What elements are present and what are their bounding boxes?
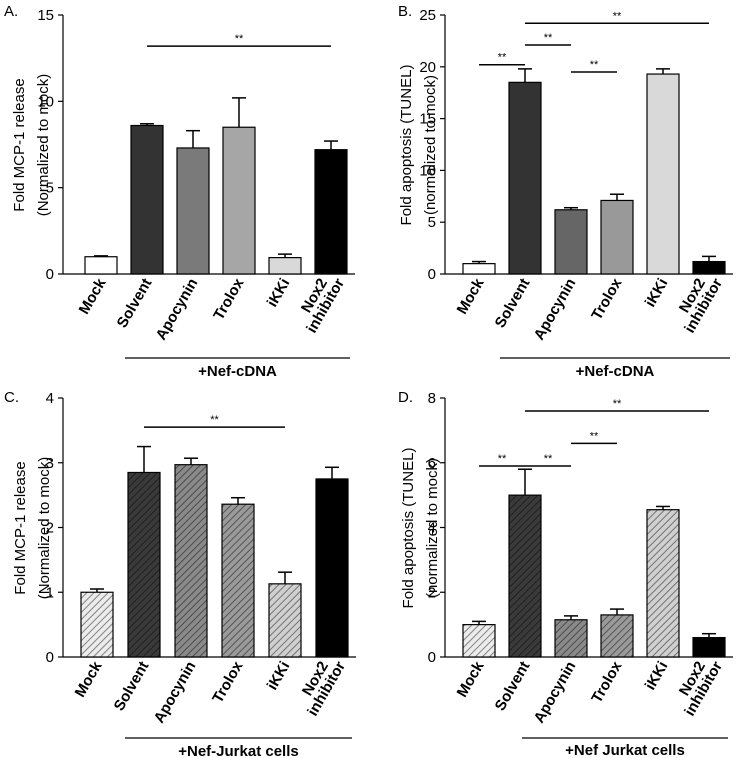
- y-tick-label: 0: [46, 649, 54, 666]
- category-label: Mock: [76, 275, 110, 317]
- y-tick-label: 5: [46, 180, 54, 197]
- category-label: iKKi: [642, 276, 672, 310]
- y-axis-label: Fold apoptosis (TUNEL): [398, 65, 415, 226]
- category-label: Apocynin: [531, 659, 580, 727]
- panel-label: B.: [398, 3, 412, 20]
- y-tick-label: 0: [428, 649, 436, 666]
- y-tick-label: 2: [428, 584, 436, 601]
- category-label: Mock: [454, 275, 488, 317]
- bar-trolox: [222, 126, 256, 275]
- significance-label: **: [498, 52, 507, 64]
- y-tick-label: 0: [428, 266, 436, 283]
- panel-label: A.: [4, 3, 18, 20]
- y-axis-label: (normalized to mock): [424, 458, 441, 598]
- bar-hatch: [555, 619, 587, 657]
- y-tick-label: 10: [37, 93, 54, 110]
- bar-hatch: [269, 583, 301, 657]
- bar-nox2-inhibitor: [692, 636, 726, 658]
- category-label: Mock: [454, 658, 488, 700]
- category-label: Mock: [72, 658, 106, 700]
- category-label: Trolox: [588, 275, 626, 323]
- y-tick-label: 15: [37, 7, 54, 24]
- y-tick-label: 4: [46, 390, 54, 407]
- chart-panel-a: A. 0 5 10 15 Fold MCP-1 release (Normalized to…: [4, 3, 355, 380]
- y-tick-label: 8: [428, 390, 436, 407]
- panel-label: C.: [4, 389, 19, 406]
- significance-label: **: [590, 59, 599, 71]
- bar-solvent: [130, 124, 164, 275]
- y-tick-label: 25: [419, 7, 436, 24]
- category-label: Trolox: [588, 658, 626, 706]
- chart-panel-c: C. 0 1 2 3 4 Fold MCP-1 release (Normalized to …: [4, 389, 356, 758]
- y-tick-label: 4: [428, 520, 436, 537]
- bar-ikki: [646, 73, 680, 275]
- bar-hatch: [222, 504, 254, 657]
- bar-mock: [462, 263, 496, 275]
- bar-solvent: [508, 81, 542, 275]
- bar-hatch: [463, 624, 495, 657]
- category-label: iKKi: [642, 659, 672, 693]
- bar-hatch: [81, 592, 113, 657]
- bar-mock: [84, 256, 118, 275]
- significance-label: **: [544, 32, 553, 44]
- category-label: Solvent: [114, 276, 156, 331]
- y-tick-label: 6: [428, 455, 436, 472]
- category-label: Apocynin: [151, 659, 200, 727]
- bar-nox2-inhibitor: [315, 478, 349, 658]
- y-axis-label: Fold MCP-1 release: [11, 78, 28, 211]
- bar-nox2-inhibitor: [692, 260, 726, 275]
- y-tick-label: 20: [419, 59, 436, 76]
- bar-ikki: [268, 256, 302, 275]
- significance-label: **: [544, 453, 553, 465]
- y-tick-label: 15: [419, 111, 436, 128]
- significance-label: **: [498, 453, 507, 465]
- significance-label: **: [613, 10, 622, 22]
- y-tick-label: 10: [419, 162, 436, 179]
- y-tick-label: 1: [46, 584, 54, 601]
- significance-label: **: [613, 398, 622, 410]
- category-label: Trolox: [210, 275, 248, 323]
- y-axis-label: (Normalized to mock): [36, 457, 53, 600]
- y-tick-label: 0: [46, 266, 54, 283]
- category-label: Trolox: [209, 658, 247, 706]
- bar-hatch: [175, 464, 207, 657]
- group-label: +Nef Jurkat cells: [565, 742, 685, 758]
- bar-hatch: [647, 509, 679, 657]
- category-label: Solvent: [492, 659, 534, 714]
- y-tick-label: 3: [46, 455, 54, 472]
- bar-hatch: [128, 472, 160, 657]
- category-label: Apocynin: [531, 276, 580, 344]
- y-tick-label: 5: [428, 214, 436, 231]
- y-axis-label: Fold MCP-1 release: [12, 461, 29, 594]
- bar-apocynin: [176, 147, 210, 275]
- category-label: Solvent: [111, 659, 153, 714]
- y-axis-label: Fold apoptosis (TUNEL): [400, 448, 417, 609]
- group-label: +Nef-Jurkat cells: [178, 743, 298, 758]
- group-label: +Nef-cDNA: [576, 363, 655, 380]
- chart-panel-b: B. 0 5 10 15 20 25 Fold apoptosis (TUNEL) (norma…: [398, 3, 733, 380]
- category-label: iKKi: [264, 659, 294, 693]
- category-label: Solvent: [492, 276, 534, 331]
- significance-label: **: [235, 33, 244, 45]
- significance-label: **: [210, 414, 219, 426]
- panel-label: D.: [398, 389, 413, 406]
- chart-panel-d: D. 0 2 4 6 8 Fold apoptosis (TUNEL) (normalized…: [398, 389, 733, 758]
- y-axis-label: (Normalized to mock): [35, 74, 52, 217]
- bar-nox2-inhibitor: [314, 149, 348, 275]
- category-label: Apocynin: [153, 276, 202, 344]
- y-axis-label: (normalized to mock): [422, 75, 439, 215]
- bar-apocynin: [554, 209, 588, 275]
- bar-hatch: [601, 614, 633, 657]
- significance-label: **: [590, 430, 599, 442]
- category-label: iKKi: [264, 276, 294, 310]
- bar-hatch: [509, 495, 541, 657]
- y-tick-label: 2: [46, 520, 54, 537]
- bar-trolox: [600, 199, 634, 275]
- group-label: +Nef-cDNA: [198, 363, 277, 380]
